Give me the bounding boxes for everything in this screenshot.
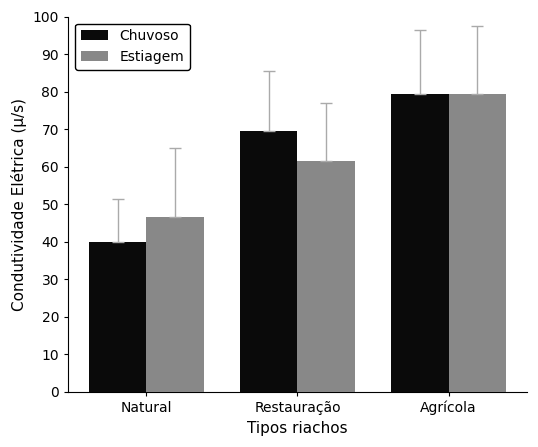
Bar	[89, 242, 146, 392]
X-axis label: Tipos riachos: Tipos riachos	[247, 421, 348, 436]
Legend: Chuvoso, Estiagem: Chuvoso, Estiagem	[75, 24, 190, 70]
Bar	[391, 93, 449, 392]
Bar	[449, 93, 506, 392]
Bar	[240, 131, 298, 392]
Y-axis label: Condutividade Elétrica (μ/s): Condutividade Elétrica (μ/s)	[11, 98, 27, 311]
Bar	[146, 217, 204, 392]
Bar	[298, 161, 355, 392]
